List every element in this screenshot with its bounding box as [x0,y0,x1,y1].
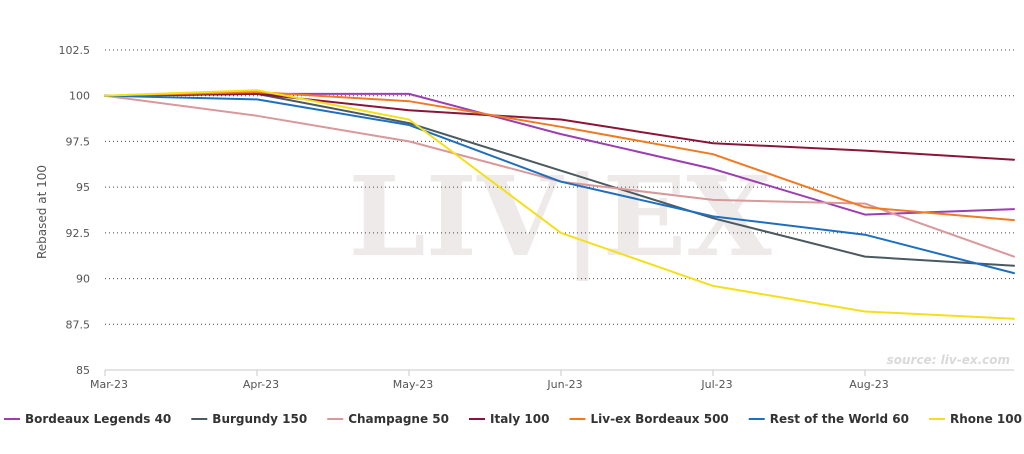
y-tick-label: 85 [76,364,90,377]
y-tick-label: 100 [69,90,90,103]
legend-label: Champagne 50 [348,412,449,426]
legend: Bordeaux Legends 40 Burgundy 150 Champagne… [4,412,1022,426]
y-tick-label: 97.5 [66,135,91,148]
y-tick-label: 90 [76,273,90,286]
legend-item[interactable]: Rest of the World 60 [748,412,909,426]
legend-label: Italy 100 [490,412,549,426]
source-note: source: liv-ex.com [887,353,1010,367]
legend-label: Bordeaux Legends 40 [25,412,171,426]
y-tick-label: 95 [76,181,90,194]
legend-label: Liv-ex Bordeaux 500 [591,412,729,426]
legend-item[interactable]: Burgundy 150 [191,412,307,426]
axis-layer: 85 87.5 90 92.5 95 97.5 100 102.5 Mar-23 Apr-23 Ma… [59,44,1014,391]
series-line-rest-of-the-world-60[interactable] [104,94,1015,275]
legend-label: Burgundy 150 [212,412,307,426]
y-tick-label: 102.5 [59,44,91,57]
watermark-layer: LIV|EX [348,152,772,282]
x-tick-label: Mar-23 [90,378,128,391]
y-tick-label: 87.5 [66,318,91,331]
series-line-italy-100[interactable] [104,92,1015,161]
x-tick-label: May-23 [393,378,434,391]
watermark: LIV|EX [348,152,772,282]
x-tick-label: Jun-23 [546,378,582,391]
legend-label: Rest of the World 60 [770,412,909,426]
x-tick-label: Jul-23 [700,378,732,391]
y-tick-label: 92.5 [66,227,91,240]
legend-item[interactable]: Rhone 100 [929,412,1022,426]
x-tick-label: Apr-23 [243,378,279,391]
x-tick-label: Aug-23 [849,378,888,391]
y-axis-label: Rebased at 100 [35,165,49,259]
legend-item[interactable]: Champagne 50 [327,412,449,426]
legend-item[interactable]: Bordeaux Legends 40 [4,412,171,426]
series-layer [104,89,1015,320]
legend-item[interactable]: Italy 100 [469,412,549,426]
series-line-rhone-100[interactable] [104,89,1015,320]
legend-item[interactable]: Liv-ex Bordeaux 500 [569,412,729,426]
legend-label: Rhone 100 [950,412,1022,426]
series-line-liv-ex-bordeaux-500[interactable] [104,91,1015,222]
